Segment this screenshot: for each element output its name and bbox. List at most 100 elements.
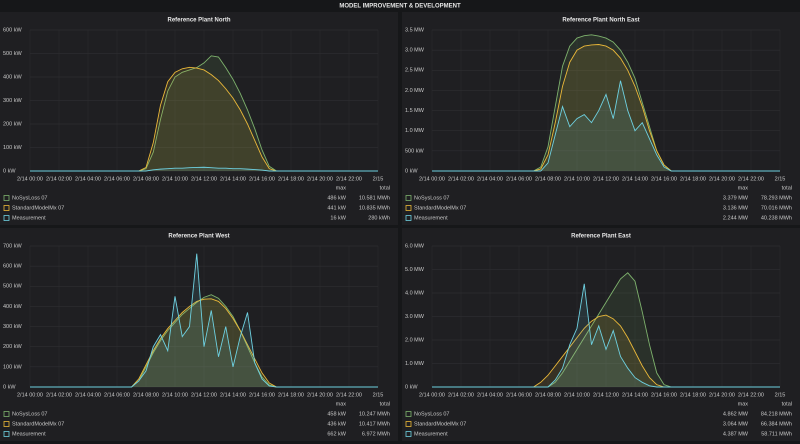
y-tick-label: 400 kW: [3, 74, 22, 80]
x-tick-label: 2/14 16:00: [249, 392, 275, 398]
legend-value: 16 kW: [330, 215, 346, 221]
y-tick-label: 4.0 MW: [405, 290, 425, 296]
x-tick-label: 2/14 18:00: [278, 176, 304, 182]
legend-header: total: [380, 185, 390, 191]
x-tick-label: 2/14 18:00: [680, 176, 706, 182]
legend-value: 78.293 MWh: [761, 195, 792, 201]
y-tick-label: 400 kW: [3, 304, 22, 310]
area-fill: [30, 294, 378, 387]
y-tick-label: 1.0 MW: [405, 128, 425, 134]
legend-swatch: [3, 205, 10, 211]
legend-header: total: [380, 401, 390, 407]
x-tick-label: 2/14 10:00: [564, 392, 590, 398]
legend-value: 70.016 MWh: [761, 205, 792, 211]
legend-label: StandardModelMx 07: [414, 421, 466, 427]
y-tick-label: 3.0 MW: [405, 48, 425, 54]
x-tick-label: 2/14 18:00: [278, 392, 304, 398]
area-fill: [432, 80, 780, 171]
legend-value: 662 kW: [327, 431, 346, 437]
x-tick-label: 2/15: [775, 176, 786, 182]
y-tick-label: 500 kW: [3, 284, 22, 290]
x-tick-label: 2/14 22:00: [738, 176, 764, 182]
y-tick-label: 2.0 MW: [405, 337, 425, 343]
legend-swatch: [405, 421, 412, 427]
panel-title: Reference Plant North East: [562, 18, 639, 24]
legend-header: max: [738, 185, 749, 191]
legend-value: 441 kW: [327, 205, 346, 211]
legend-value: 3.064 MW: [723, 421, 749, 427]
legend-swatch: [405, 195, 412, 201]
x-tick-label: 2/14 22:00: [336, 392, 362, 398]
legend-value: 458 kW: [327, 411, 346, 417]
legend-value: 10.835 MWh: [359, 205, 390, 211]
x-tick-label: 2/14 14:00: [622, 392, 648, 398]
y-tick-label: 2.5 MW: [405, 68, 425, 74]
legend-swatch: [405, 205, 412, 211]
legend-swatch: [3, 215, 10, 221]
legend-swatch: [405, 411, 412, 417]
area-fill: [432, 272, 780, 387]
y-tick-label: 5.0 MW: [405, 267, 425, 273]
area-fill: [30, 167, 378, 171]
series-line: [432, 80, 780, 172]
y-tick-label: 500 kW: [405, 148, 424, 154]
x-tick-label: 2/14 04:00: [75, 392, 101, 398]
x-tick-label: 2/15: [373, 176, 384, 182]
x-tick-label: 2/14 10:00: [162, 392, 188, 398]
y-tick-label: 2.0 MW: [405, 88, 425, 94]
legend-swatch: [3, 431, 10, 437]
legend-label: Measurement: [12, 431, 46, 437]
x-tick-label: 2/14 08:00: [133, 176, 159, 182]
y-tick-label: 1.5 MW: [405, 108, 425, 114]
x-tick-label: 2/14 00:00: [419, 392, 445, 398]
panel: [0, 228, 398, 441]
y-tick-label: 300 kW: [3, 324, 22, 330]
panel-title: Reference Plant North: [167, 18, 230, 24]
legend-value: 66.384 MWh: [761, 421, 792, 427]
x-tick-label: 2/14 06:00: [104, 392, 130, 398]
x-tick-label: 2/14 10:00: [564, 176, 590, 182]
panel-title: Reference Plant East: [571, 234, 631, 240]
x-tick-label: 2/14 10:00: [162, 176, 188, 182]
legend-label: StandardModelMx 07: [414, 205, 466, 211]
legend-value: 3.136 MW: [723, 205, 749, 211]
x-tick-label: 2/14 02:00: [448, 392, 474, 398]
series-line: [30, 253, 378, 388]
legend-label: Measurement: [12, 215, 46, 221]
y-tick-label: 700 kW: [3, 243, 22, 249]
x-tick-label: 2/14 20:00: [709, 176, 735, 182]
x-tick-label: 2/14 08:00: [535, 176, 561, 182]
y-tick-label: 200 kW: [3, 344, 22, 350]
x-tick-label: 2/14 00:00: [17, 392, 43, 398]
legend-value: 4.862 MW: [723, 411, 749, 417]
legend-header: max: [336, 185, 347, 191]
y-tick-label: 1.0 MW: [405, 361, 425, 367]
x-tick-label: 2/14 20:00: [709, 392, 735, 398]
x-tick-label: 2/14 02:00: [46, 392, 72, 398]
legend-value: 10.247 MWh: [359, 411, 390, 417]
panel-title: Reference Plant West: [168, 234, 229, 240]
y-tick-label: 3.0 MW: [405, 314, 425, 320]
x-tick-label: 2/14 12:00: [593, 176, 619, 182]
series-line: [432, 283, 780, 388]
area-fill: [30, 55, 378, 171]
legend-swatch: [3, 421, 10, 427]
y-tick-label: 0 kW: [405, 168, 418, 174]
legend-label: Measurement: [414, 215, 448, 221]
area-fill: [432, 283, 780, 387]
legend-value: 84.218 MWh: [761, 411, 792, 417]
area-fill: [30, 253, 378, 387]
x-tick-label: 2/14 12:00: [191, 392, 217, 398]
legend-value: 10.581 MWh: [359, 195, 390, 201]
legend-header: max: [336, 401, 347, 407]
legend-swatch: [3, 195, 10, 201]
x-tick-label: 2/14 16:00: [249, 176, 275, 182]
y-tick-label: 0 kW: [3, 384, 16, 390]
x-tick-label: 2/14 22:00: [738, 392, 764, 398]
y-tick-label: 0 kW: [3, 168, 16, 174]
x-tick-label: 2/14 14:00: [220, 176, 246, 182]
x-tick-label: 2/14 14:00: [220, 392, 246, 398]
legend-value: 280 kWh: [368, 215, 390, 221]
legend-label: NoSysLoss 07: [414, 195, 449, 201]
legend-swatch: [405, 215, 412, 221]
